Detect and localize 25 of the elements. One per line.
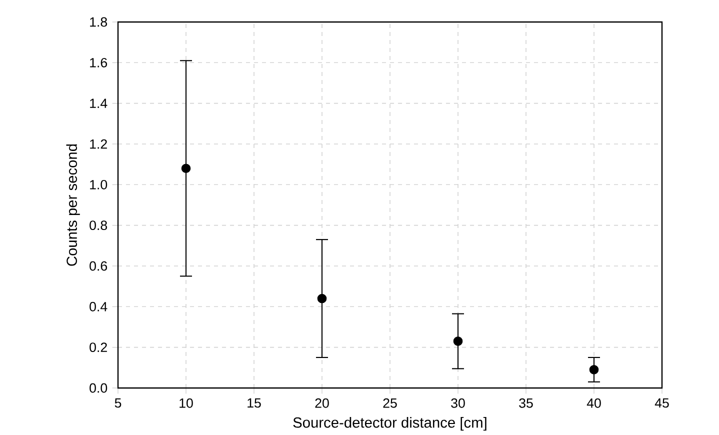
point: [453, 336, 463, 346]
y-tick-label: 0.0: [90, 383, 108, 393]
x-tick-label: 40: [586, 398, 601, 408]
y-tick-label: 1.8: [90, 17, 108, 27]
x-axis-title: Source-detector distance [cm]: [293, 416, 486, 431]
y-axis-title: Counts per second: [66, 144, 80, 266]
point: [181, 164, 191, 174]
x-tick-label: 5: [114, 398, 122, 408]
y-tick-label: 0.8: [90, 220, 108, 230]
y-tick-label: 0.2: [90, 342, 107, 352]
y-tick-label: 1.2: [90, 139, 107, 149]
x-tick-label: 25: [383, 398, 397, 408]
point: [317, 294, 327, 304]
x-tick-label: 30: [451, 398, 465, 408]
y-tick-label: 1.6: [90, 58, 108, 68]
y-tick-label: 1.0: [90, 180, 108, 190]
x-tick-label: 20: [315, 398, 329, 408]
point: [589, 364, 599, 374]
y-tick-label: 0.6: [90, 261, 108, 271]
x-tick-label: 45: [654, 398, 669, 408]
y-tick-label: 0.4: [90, 302, 108, 312]
x-tick-label: 10: [180, 398, 193, 408]
x-tick-label: 15: [248, 398, 261, 408]
x-tick-label: 35: [519, 398, 533, 408]
y-tick-label: 1.4: [90, 98, 108, 108]
